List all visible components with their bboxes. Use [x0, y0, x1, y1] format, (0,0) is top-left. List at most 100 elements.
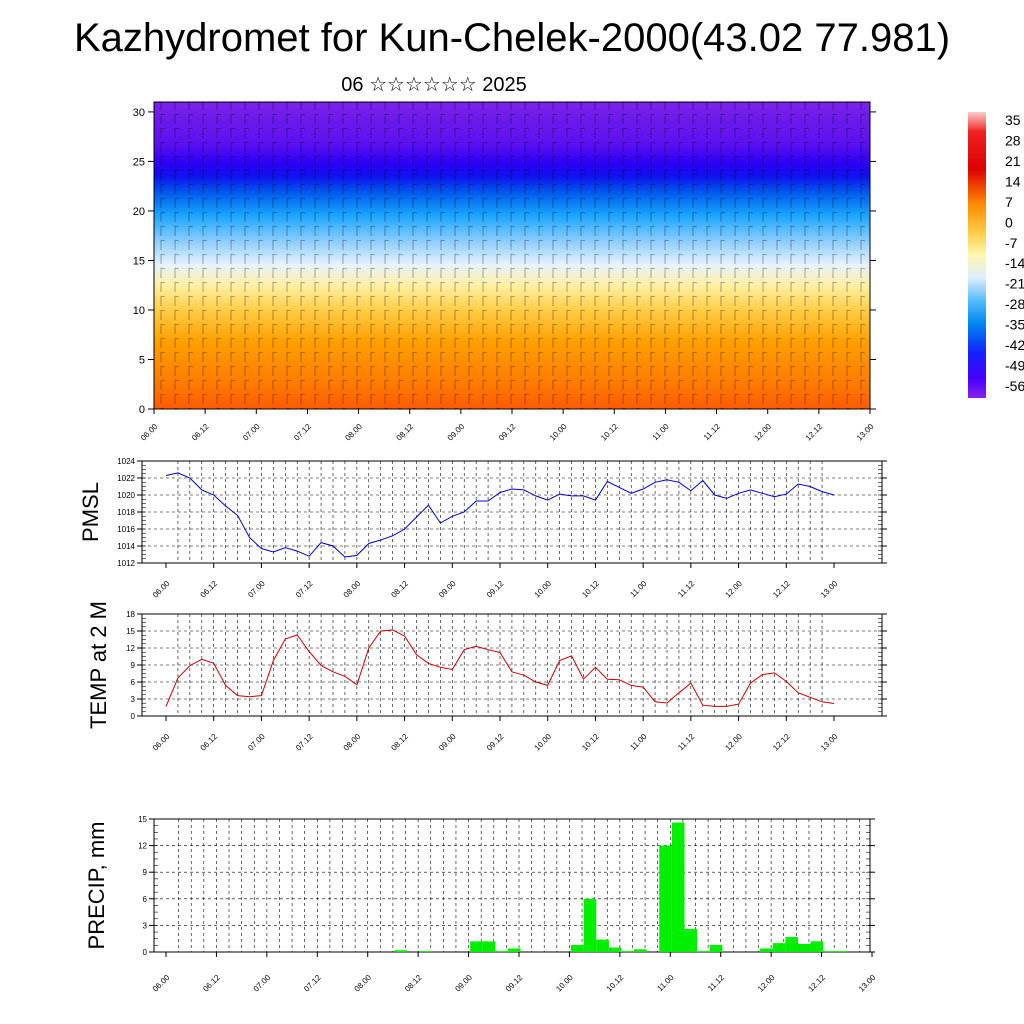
precip-xtick-label: 12.00	[756, 973, 777, 994]
crosssection-xtick-label: 11.12	[702, 422, 722, 442]
pmsl-ytick-label: 1020	[117, 491, 135, 500]
temp-ytick-label: 6	[131, 678, 136, 687]
pmsl-xtick-label: 12.00	[723, 579, 744, 600]
temp-xtick-label: 06.00	[151, 732, 172, 753]
crosssection-xtick-label: 09.12	[497, 422, 518, 443]
pmsl-xtick-label: 09.00	[437, 579, 458, 600]
temp-xtick-label: 09.12	[485, 732, 506, 753]
pmsl-ytick-label: 1014	[117, 542, 135, 551]
temp-xtick-label: 12.00	[723, 732, 744, 753]
pmsl-xtick-label: 07.00	[246, 579, 267, 600]
pmsl-xtick-label: 09.12	[485, 579, 506, 600]
precip-bar	[608, 947, 622, 952]
temp-xtick-label: 08.12	[389, 732, 410, 753]
temp-xtick-label: 12.12	[771, 732, 792, 753]
precip-xtick-label: 10.00	[554, 973, 575, 994]
temp-ytick-label: 3	[131, 695, 136, 704]
crosssection-ytick-label: 30	[133, 107, 145, 119]
crosssection-ytick-label: 0	[139, 404, 145, 416]
precip-ytick-label: 15	[138, 815, 147, 824]
temp-xtick-label: 06.12	[199, 732, 220, 753]
pmsl-xtick-label: 10.00	[533, 579, 554, 600]
colorbar-label: -49	[1005, 358, 1024, 374]
colorbar-label: -7	[1005, 235, 1018, 251]
precip-xtick-label: 07.12	[302, 973, 323, 994]
pmsl-ytick-label: 1018	[117, 508, 135, 517]
precip-bar	[697, 951, 710, 952]
temp-xtick-label: 07.12	[294, 732, 315, 753]
pmsl-xtick-label: 11.12	[676, 579, 696, 599]
precip-xtick-label: 08.00	[353, 973, 374, 994]
precip-xtick-label: 12.12	[806, 973, 827, 994]
precip-ylabel: PRECIP, mm	[84, 822, 109, 950]
precip-bar	[671, 822, 685, 952]
precip-xtick-label: 07.00	[252, 973, 273, 994]
crosssection-xtick-label: 06.12	[190, 422, 211, 443]
pmsl-ytick-label: 1012	[117, 559, 135, 568]
temp-ytick-label: 18	[126, 610, 135, 619]
temp-ylabel: TEMP at 2 M	[86, 601, 111, 729]
pmsl-xtick-label: 08.12	[389, 579, 410, 600]
temp-xtick-label: 09.00	[437, 732, 458, 753]
precip-ytick-label: 0	[143, 948, 148, 957]
crosssection-xtick-label: 12.12	[804, 422, 825, 443]
precip-bar	[583, 898, 597, 952]
colorbar-label: 21	[1005, 153, 1021, 169]
precip-bar	[785, 936, 798, 952]
precip-bar	[760, 948, 773, 952]
precip-xtick-label: 11.12	[706, 973, 726, 993]
precip-bar	[684, 928, 698, 952]
temp-ytick-label: 12	[126, 644, 135, 653]
precip-bar	[482, 941, 496, 952]
precip-ytick-label: 9	[143, 868, 148, 877]
temp-xtick-label: 10.12	[580, 732, 601, 753]
pmsl-xtick-label: 08.00	[342, 579, 363, 600]
crosssection-ytick-label: 5	[139, 354, 145, 366]
colorbar	[968, 112, 986, 398]
pmsl-xtick-label: 11.00	[628, 579, 648, 599]
precip-bar	[419, 951, 433, 952]
temp-ytick-label: 15	[126, 627, 135, 636]
precip-xtick-label: 10.12	[605, 973, 626, 994]
colorbar-label: 35	[1005, 112, 1021, 128]
temp-series-line	[165, 629, 835, 707]
precip-xtick-label: 13.00	[857, 973, 878, 994]
crosssection-xtick-label: 07.12	[292, 422, 313, 443]
precip-bar	[571, 944, 584, 952]
pmsl-series-line	[165, 472, 835, 558]
colorbar-label: -35	[1005, 317, 1024, 333]
pmsl-xtick-label: 06.00	[151, 579, 172, 600]
temp-xtick-label: 11.00	[628, 732, 648, 752]
crosssection-xtick-label: 10.00	[548, 422, 569, 443]
precip-ytick-label: 3	[143, 921, 148, 930]
precip-bar	[810, 941, 824, 952]
colorbar-label: 0	[1005, 214, 1013, 230]
precip-ytick-label: 12	[138, 842, 147, 851]
pmsl-ytick-label: 1016	[117, 525, 135, 534]
date-subtitle: 06 ☆☆☆☆☆☆ 2025	[341, 74, 527, 96]
temp-xtick-label: 11.12	[676, 732, 696, 752]
crosssection-xtick-label: 08.12	[395, 422, 416, 443]
precip-bar	[508, 948, 521, 952]
precip-bar	[394, 950, 408, 952]
colorbar-label: 28	[1005, 132, 1021, 148]
temp-xtick-label: 07.00	[246, 732, 267, 753]
crosssection-xtick-label: 06.00	[139, 422, 160, 443]
temp-xtick-label: 08.00	[342, 732, 363, 753]
temp-ytick-label: 0	[131, 712, 136, 721]
crosssection-xtick-label: 13.00	[855, 422, 876, 443]
pmsl-xtick-label: 06.12	[199, 579, 220, 600]
precip-bar	[470, 941, 483, 952]
precip-xtick-label: 09.12	[504, 973, 525, 994]
precip-xtick-label: 06.12	[201, 973, 222, 994]
pmsl-xtick-label: 10.12	[580, 579, 601, 600]
crosssection-ytick-label: 15	[133, 255, 145, 267]
crosssection-xtick-label: 09.00	[446, 422, 467, 443]
pmsl-ytick-label: 1022	[117, 474, 135, 483]
pmsl-xtick-label: 07.12	[294, 579, 315, 600]
colorbar-label: 14	[1005, 173, 1021, 189]
temp-xtick-label: 10.00	[533, 732, 554, 753]
precip-ytick-label: 6	[143, 895, 148, 904]
pmsl-ylabel: PMSL	[78, 482, 103, 542]
